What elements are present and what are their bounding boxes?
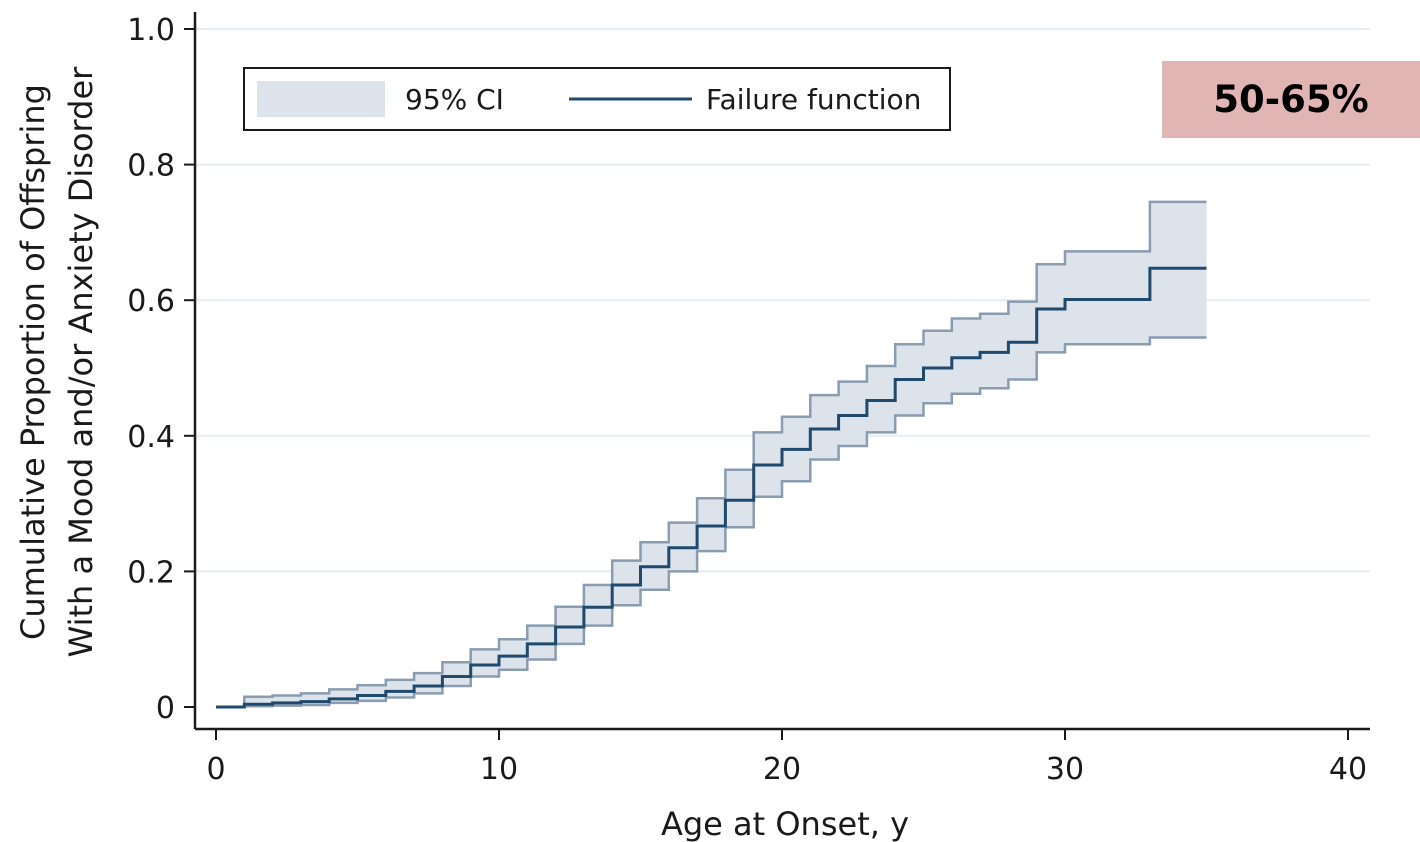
x-tick-label-10: 10 xyxy=(480,752,518,787)
legend: 95% CI Failure function xyxy=(243,67,951,131)
y-tick-label-1.0: 1.0 xyxy=(127,13,175,48)
legend-label-failure: Failure function xyxy=(706,83,921,116)
y-tick-label-0.2: 0.2 xyxy=(127,555,175,590)
y-tick-label-0.8: 0.8 xyxy=(127,149,175,184)
x-tick-label-0: 0 xyxy=(206,752,225,787)
y-tick-label-0.6: 0.6 xyxy=(127,284,175,319)
x-tick-label-30: 30 xyxy=(1046,752,1084,787)
y-axis-title-line-1: Cumulative Proportion of Offspring xyxy=(14,84,52,640)
ci-upper-edge xyxy=(216,200,1207,709)
x-axis-title: Age at Onset, y xyxy=(661,805,909,842)
ci-lower-edge xyxy=(216,336,1207,709)
y-tick-label-0: 0 xyxy=(156,691,175,726)
gridlines xyxy=(195,28,1370,573)
x-tick-label-40: 40 xyxy=(1329,752,1367,787)
legend-swatch-ci xyxy=(257,81,385,117)
x-tick-label-20: 20 xyxy=(763,752,801,787)
legend-label-ci: 95% CI xyxy=(405,83,504,116)
ci-band-group xyxy=(216,200,1207,709)
series-lines xyxy=(216,266,1207,709)
annotation-badge: 50-65% xyxy=(1162,61,1420,138)
ci-band xyxy=(216,201,1207,707)
y-tick-label-0.4: 0.4 xyxy=(127,420,175,455)
ticks: 0 0.2 0.4 0.6 0.8 1.0 0 10 20 30 40 xyxy=(127,13,1367,787)
y-axis-title-line-2: With a Mood and/or Anxiety Disorder xyxy=(62,66,100,657)
failure-function-line xyxy=(216,266,1207,709)
